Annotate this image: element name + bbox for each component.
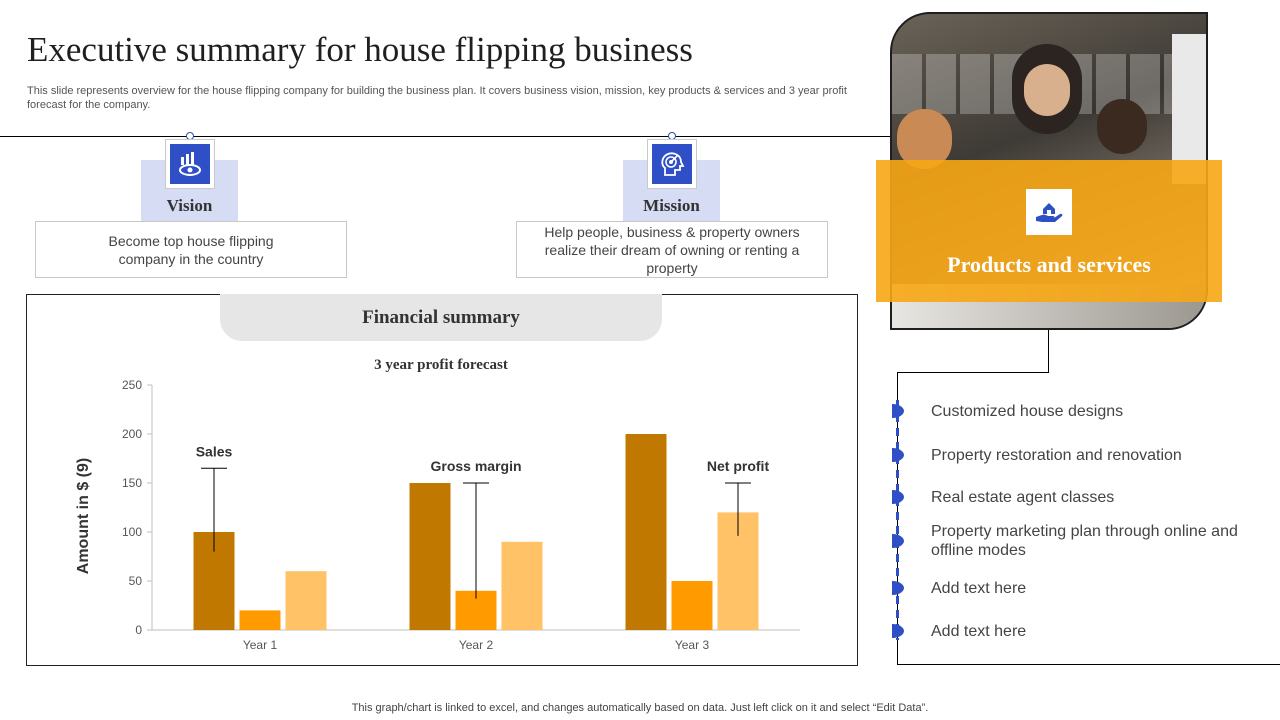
list-marker-icon [892, 490, 904, 504]
hand-house-icon [1036, 203, 1063, 222]
annotation-label: Gross margin [430, 458, 521, 474]
chart-title: 3 year profit forecast [374, 357, 508, 373]
connector-bottom [897, 664, 1280, 665]
footer-note: This graph/chart is linked to excel, and… [351, 702, 929, 714]
products-item: Customized house designs [931, 403, 1124, 420]
connector-vertical-top [1048, 330, 1049, 372]
profit-forecast-chart: 3 year profit forecast Amount in $ (9) 0… [75, 357, 800, 652]
mission-text: Help people, business & property owners … [544, 223, 800, 276]
page-title: Executive summary for house flipping bus… [27, 30, 693, 69]
products-item: Property restoration and renovation [931, 447, 1182, 464]
bar [671, 581, 713, 630]
list-marker-icon [892, 624, 904, 638]
list-marker-icon [892, 404, 904, 418]
products-item: Add text here [931, 623, 1027, 640]
bar [285, 571, 327, 630]
products-services-title: Products and services [947, 252, 1151, 277]
y-tick-label: 200 [122, 427, 142, 441]
connector-horizontal [897, 372, 1049, 373]
target-head-icon [661, 152, 685, 176]
vision-text-box: Become top house flipping company in the… [35, 221, 347, 278]
y-tick-label: 250 [122, 378, 142, 392]
list-marker-icon [892, 581, 904, 595]
mission-label: Mission [643, 196, 700, 215]
vision-icon-box [165, 139, 215, 189]
products-icon-box [1026, 189, 1072, 235]
x-tick-label: Year 1 [243, 638, 278, 652]
products-item: Real estate agent classes [931, 489, 1115, 506]
y-tick-label: 100 [122, 525, 142, 539]
bar [239, 610, 281, 630]
mission-text-box: Help people, business & property owners … [516, 221, 828, 278]
products-item: Property marketing plan through online a… [931, 523, 1238, 559]
annotation-label: Sales [196, 443, 233, 459]
y-tick-label: 50 [129, 574, 143, 588]
financial-summary-header: Financial summary [220, 294, 662, 341]
bar [625, 434, 667, 630]
list-marker-icon [892, 448, 904, 462]
chart-y-axis-label: Amount in $ (9) [75, 458, 92, 574]
y-tick-label: 0 [135, 623, 142, 637]
vision-label: Vision [166, 196, 213, 215]
products-item: Add text here [931, 580, 1027, 597]
page-subtitle: This slide represents overview for the h… [27, 85, 847, 111]
vision-text: Become top house flipping company in the… [108, 232, 274, 267]
annotation-label: Net profit [707, 458, 770, 474]
x-tick-label: Year 3 [675, 638, 710, 652]
y-tick-label: 150 [122, 476, 142, 490]
eye-growth-icon [179, 152, 201, 176]
bar [409, 483, 451, 630]
mission-icon-box [647, 139, 697, 189]
x-tick-label: Year 2 [459, 638, 494, 652]
bar [501, 541, 543, 630]
timeline-dashes [896, 400, 899, 640]
top-divider [0, 136, 892, 137]
list-marker-icon [892, 534, 904, 548]
